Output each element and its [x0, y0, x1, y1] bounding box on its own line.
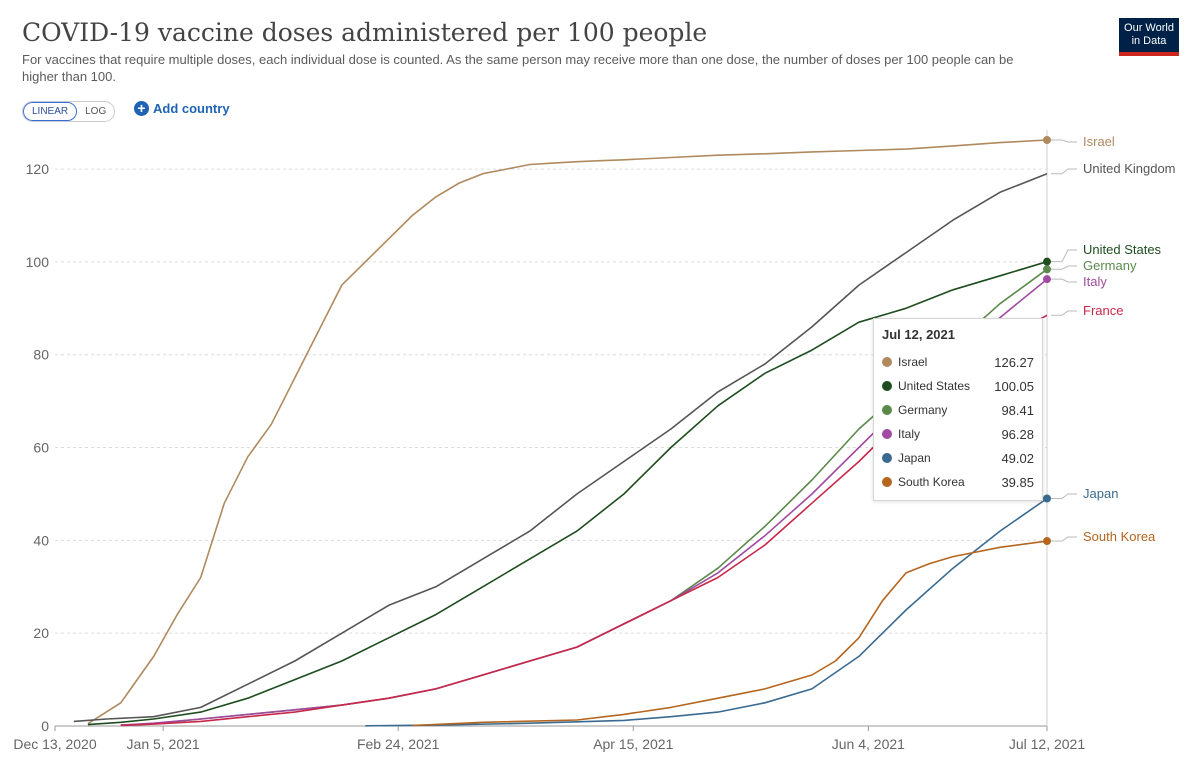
series-label: Japan: [1083, 486, 1118, 501]
series-label: France: [1083, 303, 1123, 318]
tooltip-country-name: Italy: [898, 427, 921, 441]
x-tick-label: Feb 24, 2021: [357, 736, 440, 752]
y-tick-label: 80: [33, 347, 49, 363]
series-end-point: [1043, 257, 1051, 266]
tooltip-row: United States 100.05: [882, 374, 1034, 398]
tooltip-value: 98.41: [1001, 402, 1034, 418]
tooltip-row: Germany 98.41: [882, 398, 1034, 422]
y-tick-label: 40: [33, 532, 49, 548]
hover-tooltip: Jul 12, 2021 Israel 126.27 United States 10…: [873, 318, 1043, 501]
chart-subtitle: For vaccines that require multiple doses…: [22, 52, 1014, 84]
legend-dot-icon: [882, 429, 892, 439]
y-tick-label: 20: [33, 625, 49, 641]
logo-line-1: Our World: [1124, 22, 1174, 34]
series-end-point: [1043, 265, 1051, 274]
series-label: Germany: [1083, 258, 1137, 273]
x-tick-label: Jun 4, 2021: [832, 736, 905, 752]
series-line: [412, 540, 1048, 727]
series-line: [87, 260, 1048, 726]
series-end-point: [1043, 494, 1051, 503]
y-tick-label: 120: [26, 161, 50, 177]
series-line: [87, 139, 1048, 725]
tooltip-country-name: Israel: [898, 355, 928, 369]
chart-title: COVID-19 vaccine doses administered per …: [22, 18, 708, 47]
legend-dot-icon: [882, 357, 892, 367]
tooltip-country-name: United States: [898, 379, 971, 393]
legend-dot-icon: [882, 381, 892, 391]
tooltip-row: South Korea 39.85: [882, 470, 1034, 494]
tooltip-value: 39.85: [1001, 474, 1034, 490]
label-connector: [1051, 536, 1077, 542]
label-connector: [1051, 168, 1077, 175]
series-end-point: [1043, 136, 1051, 144]
label-connector: [1051, 265, 1077, 270]
series-label: Israel: [1083, 134, 1115, 149]
label-connector: [1051, 278, 1077, 283]
owid-logo[interactable]: Our World in Data: [1119, 18, 1179, 56]
legend-dot-icon: [882, 477, 892, 487]
series-line: [73, 172, 1048, 723]
y-tick-label: 0: [41, 718, 49, 734]
tooltip-date: Jul 12, 2021: [882, 327, 955, 342]
series-label: United Kingdom: [1083, 161, 1176, 176]
x-tick-label: Jan 5, 2021: [127, 736, 200, 752]
label-connector: [1051, 493, 1077, 500]
logo-line-2: in Data: [1131, 35, 1167, 47]
y-tick-label: 60: [33, 440, 49, 456]
log-scale-button[interactable]: LOG: [85, 106, 107, 117]
series-label: United States: [1083, 242, 1162, 257]
legend-dot-icon: [882, 405, 892, 415]
tooltip-value: 96.28: [1001, 426, 1034, 442]
series-label: South Korea: [1083, 529, 1156, 544]
x-tick-label: Apr 15, 2021: [593, 736, 673, 752]
tooltip-country-name: Japan: [898, 451, 931, 465]
tooltip-value: 49.02: [1001, 450, 1034, 466]
tooltip-country-name: Germany: [898, 403, 948, 417]
tooltip-row: Israel 126.27: [882, 350, 1034, 374]
label-connector: [1051, 310, 1077, 316]
add-country-label: Add country: [153, 101, 230, 116]
series-line: [365, 497, 1048, 727]
y-tick-label: 100: [26, 254, 50, 270]
x-tick-label: Dec 13, 2020: [13, 736, 96, 752]
scale-toggle[interactable]: LINEAR LOG: [22, 101, 116, 122]
series-label: Italy: [1083, 274, 1107, 289]
tooltip-row: Italy 96.28: [882, 422, 1034, 446]
tooltip-country-name: South Korea: [898, 475, 965, 489]
label-connector: [1051, 249, 1077, 263]
label-connector: [1051, 139, 1077, 143]
series-end-point: [1043, 275, 1051, 284]
linear-scale-button[interactable]: LINEAR: [23, 102, 78, 121]
add-country-button[interactable]: + Add country: [134, 101, 230, 116]
legend-dot-icon: [882, 453, 892, 463]
tooltip-value: 126.27: [994, 354, 1034, 370]
series-end-point: [1043, 537, 1051, 546]
tooltip-row: Japan 49.02: [882, 446, 1034, 470]
tooltip-value: 100.05: [994, 378, 1034, 394]
x-tick-label: Jul 12, 2021: [1009, 736, 1085, 752]
plus-circle-icon: +: [134, 101, 149, 116]
